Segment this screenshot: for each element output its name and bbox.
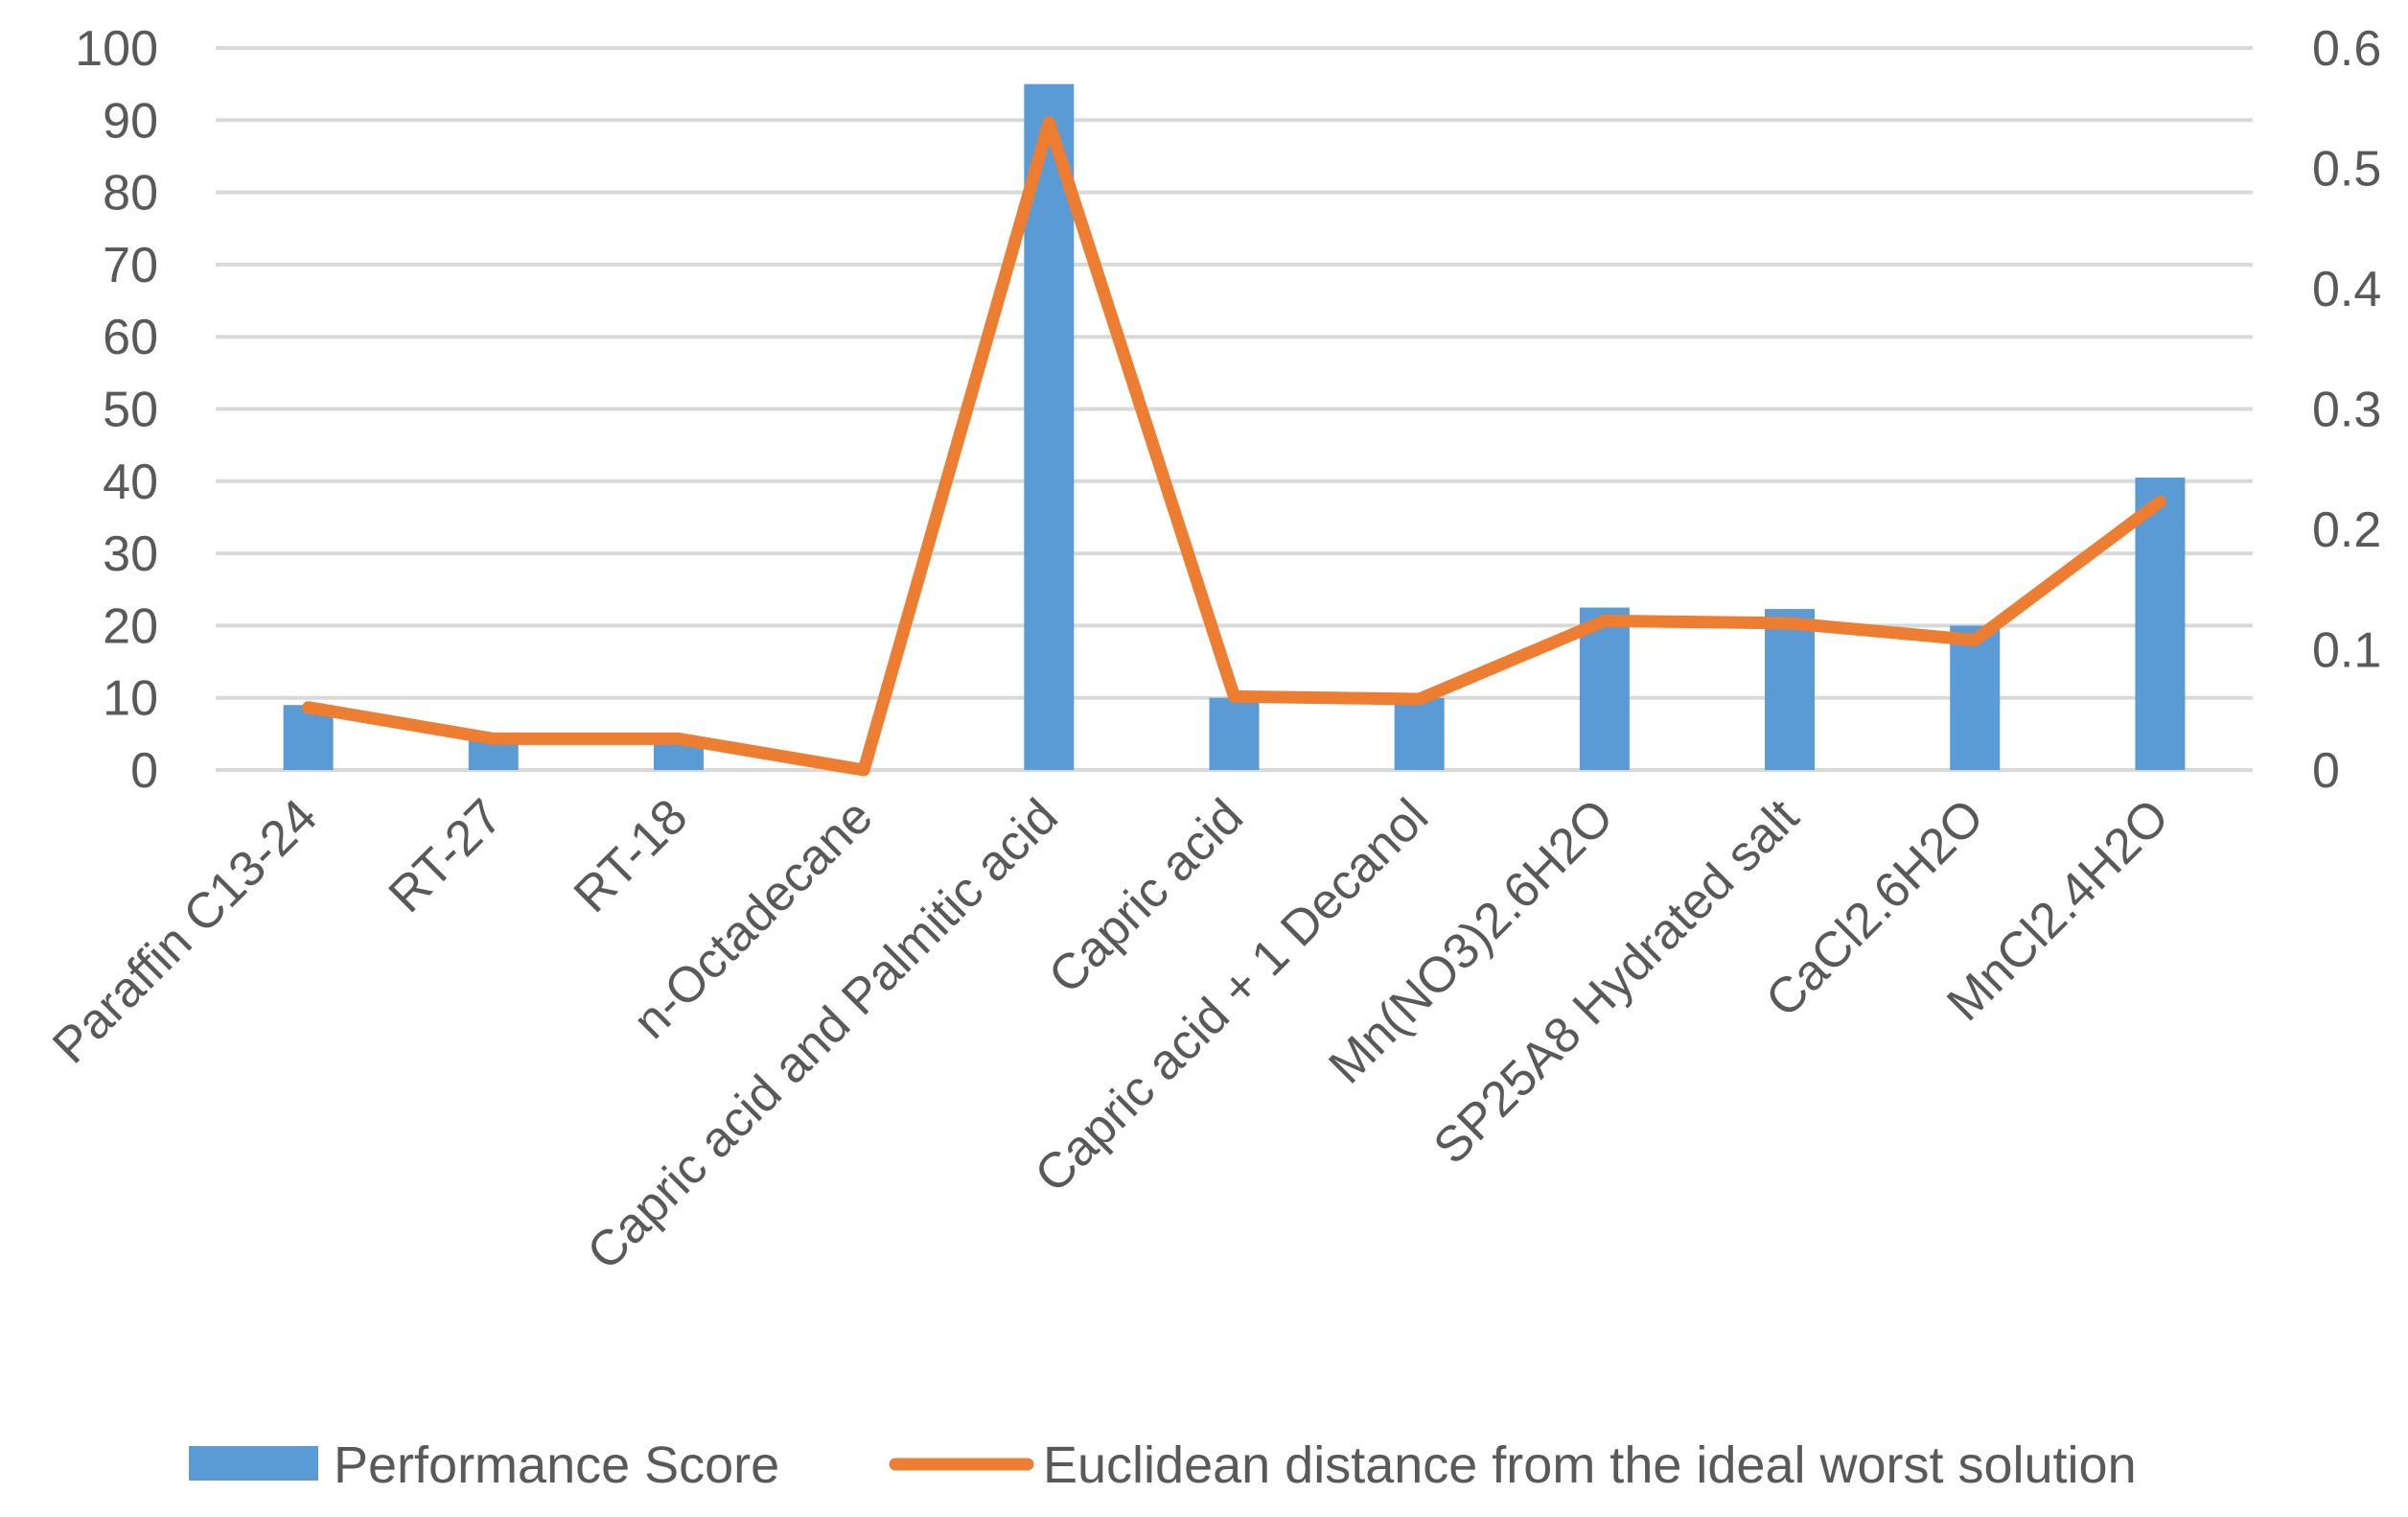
left-tick-label: 60 [103,310,158,365]
right-tick-label: 0.4 [2312,262,2381,317]
category-label: Paraffin C13-24 [42,788,328,1074]
legend: Performance Score Euclidean distance fro… [189,1436,2137,1494]
legend-swatch-performance-score [189,1446,318,1481]
category-label: SP25A8 Hydrated salt [1424,788,1810,1175]
right-tick-label: 0.1 [2312,623,2381,679]
left-tick-label: 40 [103,455,158,510]
left-tick-label: 70 [103,238,158,293]
line-path [302,116,2166,777]
gridlines [216,46,2253,772]
left-y-axis: 0 10 20 30 40 50 60 70 80 90 100 [75,21,158,799]
category-label: RT-27 [379,788,513,922]
right-tick-label: 0.3 [2312,383,2381,438]
right-tick-label: 0.2 [2312,502,2381,558]
left-tick-label: 90 [103,93,158,149]
line-series [302,116,2166,777]
left-tick-label: 0 [130,743,158,799]
right-tick-label: 0.5 [2312,142,2381,198]
right-y-axis: 0 0.1 0.2 0.3 0.4 0.5 0.6 [2312,21,2381,799]
left-tick-label: 80 [103,166,158,222]
category-label: RT-18 [564,788,698,922]
right-tick-label: 0 [2312,743,2340,799]
x-axis-category-labels: Paraffin C13-24 RT-27 RT-18n-OctadecaneCap… [42,788,2180,1280]
bar [1765,609,1816,770]
right-tick-label: 0.6 [2312,21,2381,77]
left-tick-label: 100 [75,21,158,77]
bar [1394,697,1445,770]
bar [1950,625,2001,770]
left-tick-label: 30 [103,526,158,582]
left-tick-label: 20 [103,598,158,654]
bar-series [283,83,2186,770]
legend-label-euclidean-distance: Euclidean distance from the ideal worst … [1043,1436,2137,1494]
bar [1579,607,1630,770]
left-tick-label: 10 [103,671,158,727]
bar [2135,478,2186,770]
legend-label-performance-score: Performance Score [334,1436,779,1494]
left-tick-label: 50 [103,383,158,438]
bar [1209,697,1260,770]
